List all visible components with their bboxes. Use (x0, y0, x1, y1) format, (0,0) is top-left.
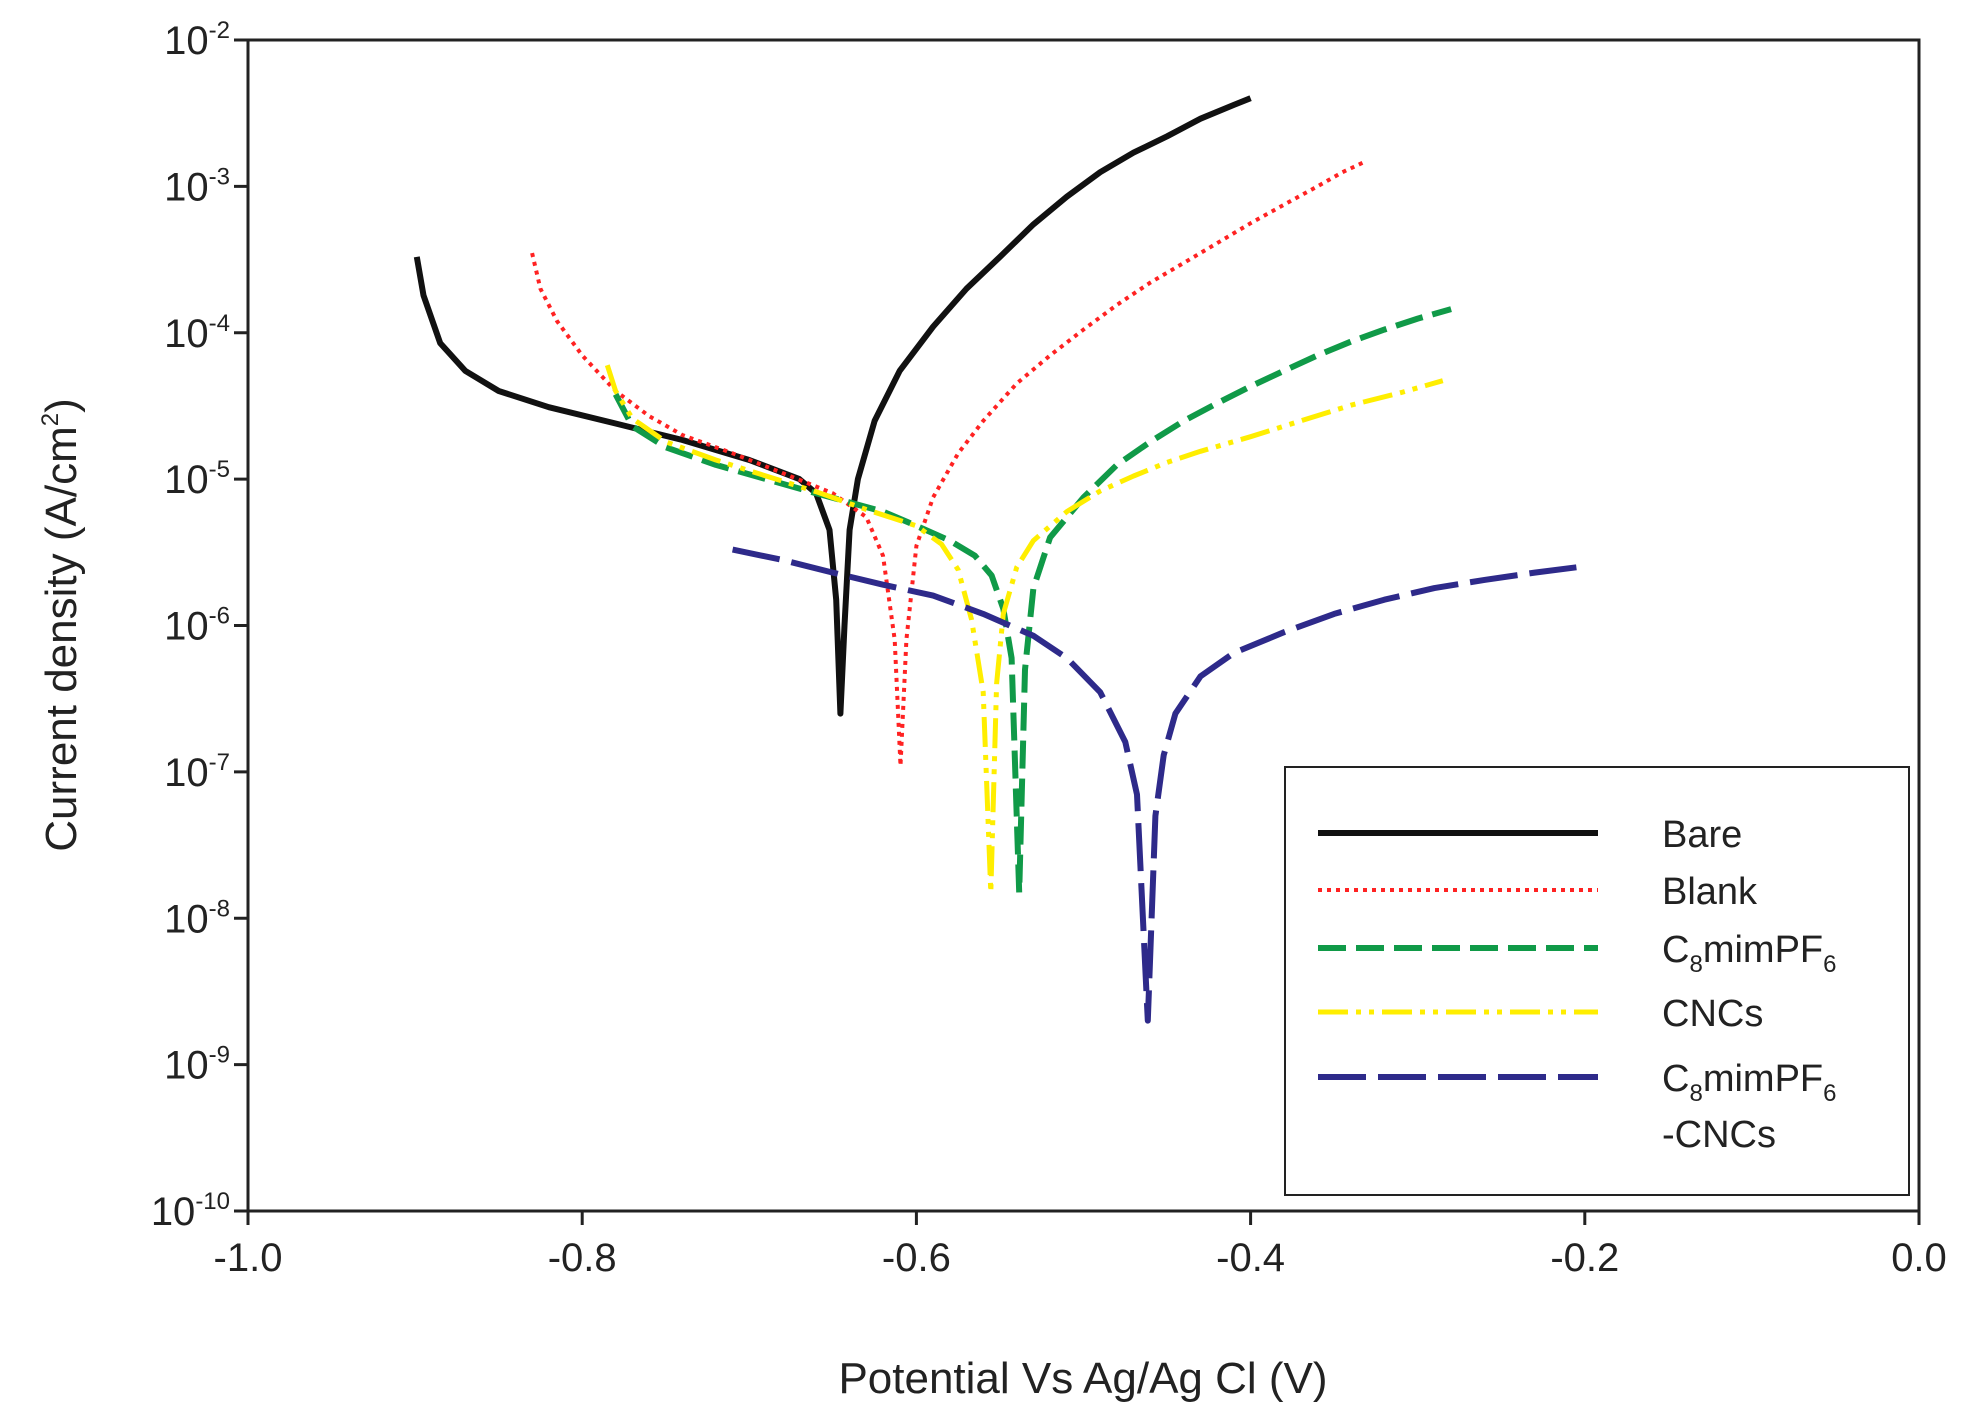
y-tick-label: 10-3 (164, 163, 230, 209)
y-tick-base: 10 (164, 19, 209, 63)
legend-label-part: 6 (1823, 951, 1836, 978)
legend-label-4: C8mimPF6 (1662, 1058, 1836, 1107)
y-tick-base: 10 (151, 1190, 196, 1234)
x-tick-label: -1.0 (214, 1236, 283, 1280)
y-tick-base: 10 (164, 751, 209, 795)
x-tick-label: -0.4 (1216, 1236, 1285, 1280)
legend-label-part: 6 (1823, 1080, 1836, 1107)
x-tick-label: 0.0 (1891, 1236, 1947, 1280)
legend-box (1284, 766, 1910, 1196)
y-tick-exponent: -2 (209, 17, 230, 44)
y-tick-base: 10 (164, 605, 209, 649)
x-tick-label: -0.6 (882, 1236, 951, 1280)
x-axis: -1.0 -0.8 -0.6 -0.4 -0.2 0.0 (214, 1211, 1947, 1280)
legend-label-part: mimPF (1703, 929, 1823, 971)
y-tick-exponent: -3 (209, 163, 230, 190)
y-axis-title: Current density (A/cm2) (37, 398, 86, 851)
series-line-1 (530, 160, 1364, 768)
series-line-2 (612, 306, 1452, 896)
legend-label-part: CNCs (1662, 993, 1763, 1035)
legend-label-part: C (1662, 1058, 1689, 1100)
legend-label-1: Blank (1662, 871, 1758, 913)
y-axis-title-sup: 2 (37, 413, 64, 426)
legend-label-part: Bare (1662, 814, 1742, 856)
legend-label-part: 8 (1689, 1080, 1702, 1107)
y-tick-label: 10-7 (164, 749, 230, 795)
y-tick-label: 10-6 (164, 603, 230, 649)
y-tick-base: 10 (164, 165, 209, 209)
x-axis-title: Potential Vs Ag/Ag Cl (V) (838, 1354, 1327, 1403)
series-line-0 (413, 95, 1252, 717)
y-tick-label: 10-9 (164, 1042, 230, 1088)
legend-label-3: CNCs (1662, 993, 1763, 1035)
legend-label-part: C (1662, 929, 1689, 971)
y-tick-exponent: -8 (209, 895, 230, 922)
legend-label-part: 8 (1689, 951, 1702, 978)
y-tick-label: 10-5 (164, 456, 230, 502)
y-tick-exponent: -6 (209, 603, 230, 630)
y-tick-base: 10 (164, 1044, 209, 1088)
y-tick-exponent: -7 (209, 749, 230, 776)
y-tick-exponent: -5 (209, 456, 230, 483)
y-axis-title-end: ) (37, 398, 86, 413)
series-line-4 (731, 546, 1577, 1024)
y-tick-label: 10-8 (164, 895, 230, 941)
y-tick-label: 10-2 (164, 17, 230, 63)
legend-label-part: mimPF (1703, 1058, 1823, 1100)
y-axis-title-main: Current density (A/cm (37, 426, 86, 851)
x-tick-label: -0.8 (548, 1236, 617, 1280)
y-tick-exponent: -4 (209, 310, 230, 337)
y-tick-label: 10-4 (164, 310, 230, 356)
legend-label-2: C8mimPF6 (1662, 929, 1836, 978)
y-axis: 10-210-310-410-510-610-710-810-910-10 (151, 17, 248, 1234)
y-tick-base: 10 (164, 312, 209, 356)
y-tick-exponent: -10 (195, 1188, 230, 1215)
series-layer (413, 95, 1577, 1024)
series-line-3 (604, 364, 1444, 895)
y-tick-base: 10 (164, 897, 209, 941)
y-tick-exponent: -9 (209, 1042, 230, 1069)
y-tick-base: 10 (164, 458, 209, 502)
x-tick-label: -0.2 (1550, 1236, 1619, 1280)
y-tick-label: 10-10 (151, 1188, 230, 1234)
legend-label-0: Bare (1662, 814, 1742, 856)
legend-label-4-line2: -CNCs (1662, 1114, 1776, 1156)
legend-label-part: Blank (1662, 871, 1758, 913)
